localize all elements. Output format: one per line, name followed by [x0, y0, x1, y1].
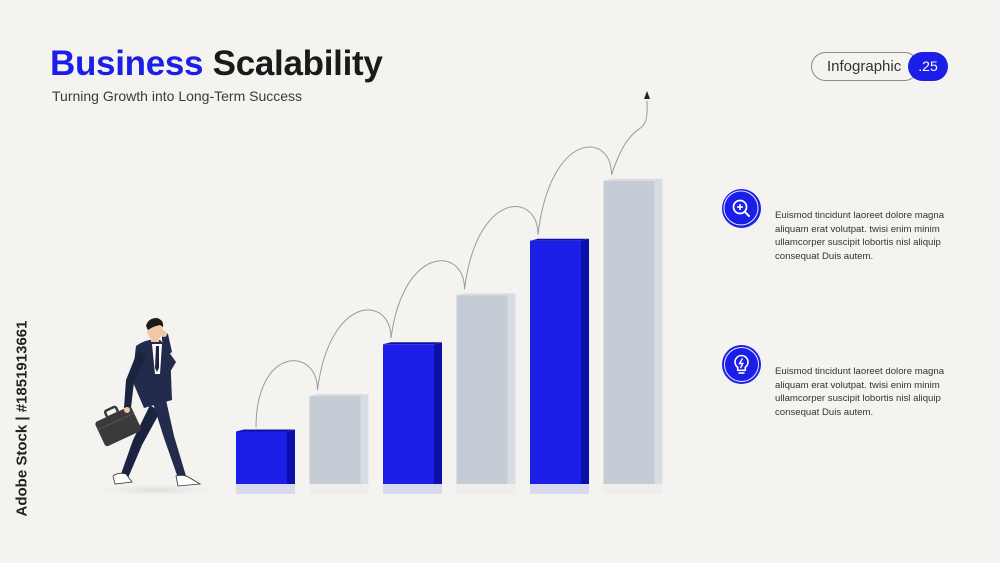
bar-reflection	[603, 484, 663, 494]
bar	[383, 342, 442, 494]
info-icon-badge	[722, 189, 761, 228]
zoom-in-icon	[723, 190, 759, 226]
bar-reflection	[236, 484, 295, 494]
bars	[236, 178, 663, 494]
bar-top	[236, 429, 295, 432]
figure-shadow	[80, 483, 230, 497]
bar-reflection	[309, 484, 369, 494]
lightbulb-icon	[724, 347, 759, 382]
infographic-tag: Infographic .25	[811, 52, 948, 81]
page-title: Business Scalability	[50, 44, 383, 84]
bar-side	[654, 178, 663, 485]
info-icon-badge	[722, 345, 761, 384]
info-item-zoom: Euismod tincidunt laoreet dolore magna a…	[722, 189, 982, 269]
bar	[236, 429, 295, 494]
bar-top	[309, 394, 369, 397]
stock-credit: Adobe Stock | #1851913661	[13, 320, 31, 517]
bar-top	[603, 178, 663, 181]
bar-side	[507, 293, 516, 484]
info-text: Euismod tincidunt laoreet dolore magna a…	[775, 210, 945, 262]
bar-top	[383, 342, 442, 345]
bar-side	[434, 342, 442, 484]
bar-front	[309, 396, 361, 484]
page-subtitle: Turning Growth into Long-Term Success	[52, 88, 303, 104]
bar-reflection	[530, 484, 589, 494]
bar-side	[287, 429, 295, 484]
bar	[530, 238, 589, 494]
bar-side	[581, 238, 589, 484]
bar-front	[530, 240, 581, 484]
arrow-head-icon	[644, 91, 650, 99]
bar	[603, 178, 663, 494]
bar-reflection	[383, 484, 442, 494]
bar-top	[456, 293, 516, 296]
bar-front	[603, 180, 655, 485]
bar-side	[360, 394, 369, 484]
tag-number: .25	[908, 52, 948, 81]
businessman-illustration	[95, 318, 202, 487]
growth-path	[255, 91, 650, 428]
bar-reflection	[456, 484, 516, 494]
info-item-idea: Euismod tincidunt laoreet dolore magna a…	[722, 345, 982, 425]
bar	[456, 293, 516, 494]
info-text: Euismod tincidunt laoreet dolore magna a…	[775, 366, 945, 418]
bar-front	[383, 344, 434, 484]
bar-front	[456, 295, 508, 484]
bar-front	[236, 431, 287, 484]
growth-curve	[255, 100, 648, 428]
bar	[309, 394, 369, 494]
title-accent: Business	[50, 44, 204, 83]
bar-top	[530, 238, 589, 241]
title-rest: Scalability	[212, 44, 383, 83]
